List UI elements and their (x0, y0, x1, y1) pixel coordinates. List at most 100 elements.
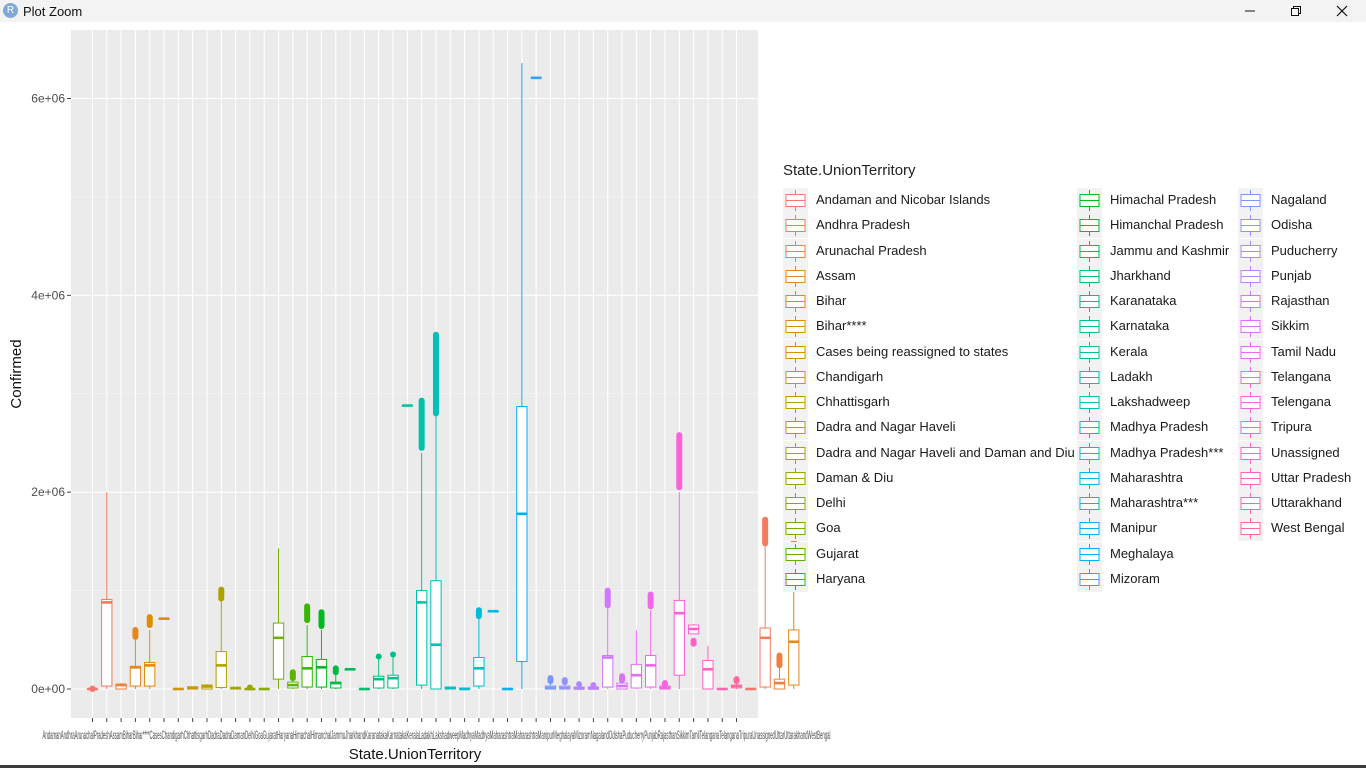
box (544, 675, 557, 690)
legend-label: Nagaland (1271, 192, 1327, 207)
box-body (215, 651, 227, 689)
legend-title: State.UnionTerritory (783, 162, 916, 179)
legend-label: Manipur (1110, 520, 1157, 536)
window-title: Plot Zoom (23, 4, 83, 19)
y-tick-label: 0e+00 (31, 682, 65, 696)
legend-label: Telengana (1271, 394, 1331, 409)
legend-label: Maharashtra*** (1110, 495, 1199, 510)
legend-label: Haryana (816, 570, 866, 586)
maximize-icon (1291, 6, 1301, 16)
box (444, 686, 456, 690)
box (229, 686, 242, 690)
window-bottom-border (0, 765, 1366, 768)
box (516, 63, 528, 689)
box-body (315, 658, 328, 688)
legend-key-icon (783, 440, 808, 466)
box-body (373, 675, 385, 689)
legend-key-icon (1238, 390, 1263, 415)
box (573, 681, 585, 690)
legend-label: Assam (816, 267, 856, 283)
legend-key-icon (783, 491, 808, 516)
legend-label: Karanataka (1110, 293, 1177, 308)
legend-key-icon (1077, 516, 1102, 542)
box (702, 645, 714, 690)
r-app-icon: R (3, 3, 18, 18)
legend-label: Arunachal Pradesh (816, 242, 927, 258)
legend-key-icon (783, 263, 808, 289)
legend-key-icon (783, 188, 808, 213)
legend-key-icon (1238, 339, 1263, 365)
minimize-button[interactable] (1227, 0, 1273, 22)
legend-label: Dadra and Nagar Haveli (816, 419, 956, 435)
box (458, 687, 471, 691)
legend-key-icon (1077, 289, 1102, 314)
box (602, 587, 614, 689)
box-body (759, 627, 771, 688)
legend-label: Puducherry (1271, 242, 1338, 258)
legend-key-icon (1238, 188, 1263, 213)
title-bar: R Plot Zoom (0, 0, 1366, 22)
legend-key-icon (783, 566, 808, 592)
x-axis: AndamanAndhraArunachalPradeshAssamBiharB… (43, 718, 831, 742)
box-body (516, 406, 528, 662)
legend-label: Unassigned (1271, 444, 1340, 460)
legend-label: Maharashtra (1110, 469, 1183, 485)
legend-label: Bihar (816, 293, 847, 308)
legend-label: Himachal Pradesh (1110, 192, 1217, 207)
box (272, 548, 285, 689)
legend-label: Bihar**** (816, 318, 867, 334)
legend-key-icon (783, 289, 808, 314)
box (630, 629, 642, 689)
legend-label: Gujarat (816, 545, 859, 561)
legend-key-icon (783, 465, 808, 491)
box (487, 609, 499, 613)
legend-key-icon (1077, 465, 1102, 491)
legend-key-icon (1238, 289, 1263, 314)
box (616, 673, 628, 690)
legend-key-icon (783, 415, 808, 441)
legend-label: Daman & Diu (816, 469, 894, 485)
box (473, 607, 485, 689)
legend-label: Jammu and Kashmir (1110, 242, 1230, 258)
box-body (129, 665, 142, 687)
legend-key-icon (1077, 263, 1102, 289)
box (730, 676, 743, 689)
legend-key-icon (1238, 364, 1263, 390)
legend-label: Chhattisgarh (816, 394, 890, 409)
legend-label: Tamil Nadu (1271, 343, 1337, 359)
y-tick-label: 4e+06 (31, 288, 65, 302)
box (344, 668, 356, 671)
legend-label: Rajasthan (1271, 293, 1330, 308)
legend-label: Chandigarh (816, 368, 884, 384)
box (716, 687, 728, 691)
close-icon (1336, 5, 1348, 17)
legend-key-icon (1077, 566, 1102, 592)
legend-label: Telangana (1271, 368, 1331, 384)
legend-key-icon (783, 213, 808, 239)
y-tick-label: 6e+06 (31, 92, 65, 106)
maximize-button[interactable] (1273, 0, 1319, 22)
legend-label: Mizoram (1110, 570, 1160, 586)
box (215, 586, 227, 689)
box (258, 687, 270, 691)
box (501, 687, 514, 691)
legend-label: Andaman and Nicobar Islands (816, 192, 991, 207)
legend-key-icon (1077, 390, 1102, 415)
box-body (272, 622, 285, 680)
box (129, 626, 142, 689)
close-button[interactable] (1319, 0, 1365, 22)
legend-key-icon (1077, 541, 1102, 567)
y-axis-title: Confirmed (8, 339, 25, 408)
legend-key-icon (783, 541, 808, 567)
legend-key-icon (1077, 415, 1102, 441)
legend-key-icon (1238, 440, 1263, 466)
box-body (645, 655, 657, 688)
box (587, 682, 600, 690)
box (401, 404, 413, 407)
boxplot-chart: 0e+00 2e+06 4e+06 6e+06 AndamanAndhraArunach… (8, 30, 831, 763)
legend-label: West Bengal (1271, 520, 1345, 536)
legend-key-icon (1077, 213, 1102, 239)
box (430, 331, 442, 690)
box (645, 591, 657, 689)
box (144, 614, 156, 689)
